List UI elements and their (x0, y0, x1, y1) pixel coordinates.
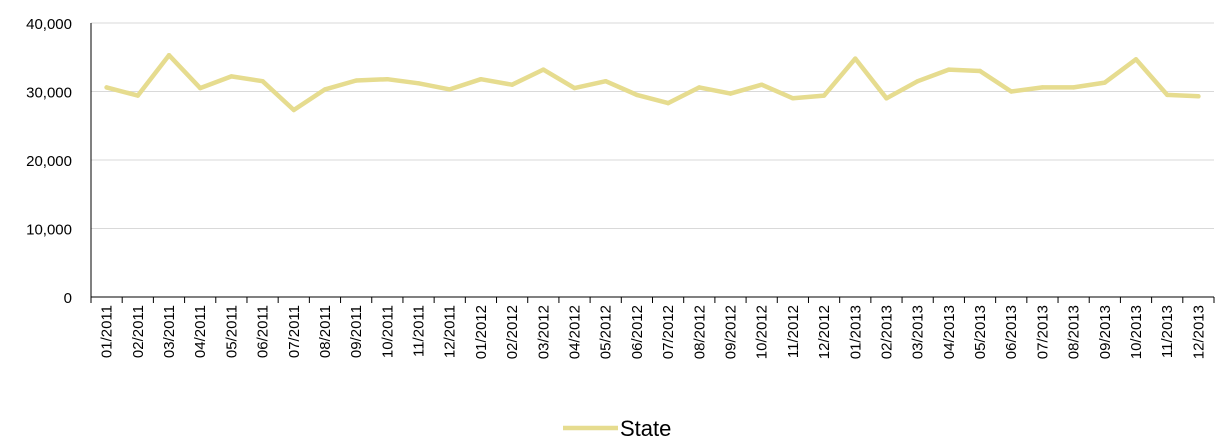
data-point (915, 79, 920, 84)
x-tick-label: 06/2012 (629, 305, 646, 359)
data-point (385, 76, 390, 82)
x-tick-label: 12/2011 (442, 305, 459, 358)
data-point (728, 91, 733, 96)
x-tick-label: 03/2013 (910, 305, 927, 359)
x-tick-label: 09/2012 (722, 305, 739, 359)
x-tick-label: 04/2011 (192, 305, 209, 358)
data-point (447, 87, 452, 92)
x-tick-label: 02/2011 (130, 305, 147, 358)
data-point (416, 81, 421, 86)
data-point (322, 87, 328, 92)
x-tick-label: 01/2012 (473, 305, 490, 359)
x-tick-label: 06/2011 (255, 305, 272, 358)
data-point (1009, 89, 1014, 94)
x-tick-label: 04/2012 (567, 305, 584, 359)
x-tick-label: 03/2011 (161, 305, 178, 358)
x-tick-label: 04/2013 (941, 305, 958, 359)
y-tick-label: 0 (64, 290, 72, 307)
data-point (977, 68, 983, 74)
x-tick-label: 12/2012 (816, 305, 833, 359)
data-point (478, 76, 484, 82)
x-tick-label: 08/2013 (1066, 305, 1083, 359)
data-point (1196, 94, 1201, 99)
data-point (790, 96, 796, 101)
data-point (821, 93, 827, 98)
x-tick-label: 09/2011 (348, 305, 365, 358)
data-point (166, 52, 172, 58)
x-tick-label: 05/2011 (223, 305, 240, 358)
data-point (759, 82, 764, 87)
x-tick-label: 07/2013 (1034, 305, 1051, 359)
data-point (603, 79, 608, 84)
x-tick-label: 06/2013 (1003, 305, 1020, 359)
x-tick-label: 05/2013 (972, 305, 989, 359)
x-tick-label: 10/2013 (1128, 305, 1145, 359)
data-point (1165, 92, 1170, 98)
y-tick-label: 10,000 (26, 222, 72, 239)
data-point (634, 92, 640, 98)
data-point (665, 100, 671, 106)
x-tick-label: 01/2011 (99, 305, 116, 358)
x-tick-label: 01/2013 (847, 305, 864, 359)
x-tick-label: 11/2013 (1159, 305, 1176, 358)
x-tick-label: 09/2013 (1097, 305, 1114, 359)
x-tick-label: 10/2011 (379, 305, 396, 358)
data-point (1102, 80, 1108, 85)
data-point (104, 85, 109, 90)
data-point (509, 82, 515, 87)
x-tick-label: 03/2012 (535, 305, 552, 359)
x-tick-label: 12/2013 (1190, 305, 1207, 359)
data-point (291, 107, 296, 113)
data-point (197, 85, 203, 91)
x-tick-label: 05/2012 (598, 305, 615, 359)
x-tick-label: 02/2013 (878, 305, 895, 359)
x-tick-label: 10/2012 (754, 305, 771, 359)
data-point (946, 67, 952, 72)
data-point (541, 67, 546, 72)
data-point (1071, 85, 1076, 90)
data-point (884, 96, 889, 101)
y-tick-label: 40,000 (26, 16, 72, 33)
data-point (229, 74, 234, 79)
data-point (1133, 57, 1139, 62)
x-tick-label: 02/2012 (504, 305, 521, 359)
legend-label: State (620, 416, 671, 441)
data-point (353, 78, 359, 83)
data-point (135, 93, 140, 98)
y-tick-label: 20,000 (26, 153, 72, 170)
x-tick-label: 08/2012 (691, 305, 708, 359)
data-point (260, 79, 265, 84)
y-tick-label: 30,000 (26, 85, 72, 102)
series-line-state (104, 52, 1201, 113)
data-point (853, 56, 858, 61)
x-tick-label: 07/2012 (660, 305, 677, 359)
data-point (697, 85, 702, 90)
x-tick-label: 11/2011 (411, 305, 428, 357)
x-tick-label: 07/2011 (286, 305, 303, 358)
data-point (572, 85, 577, 91)
x-tick-label: 11/2012 (785, 305, 802, 358)
x-tick-label: 08/2011 (317, 305, 334, 358)
data-point (1040, 85, 1045, 90)
